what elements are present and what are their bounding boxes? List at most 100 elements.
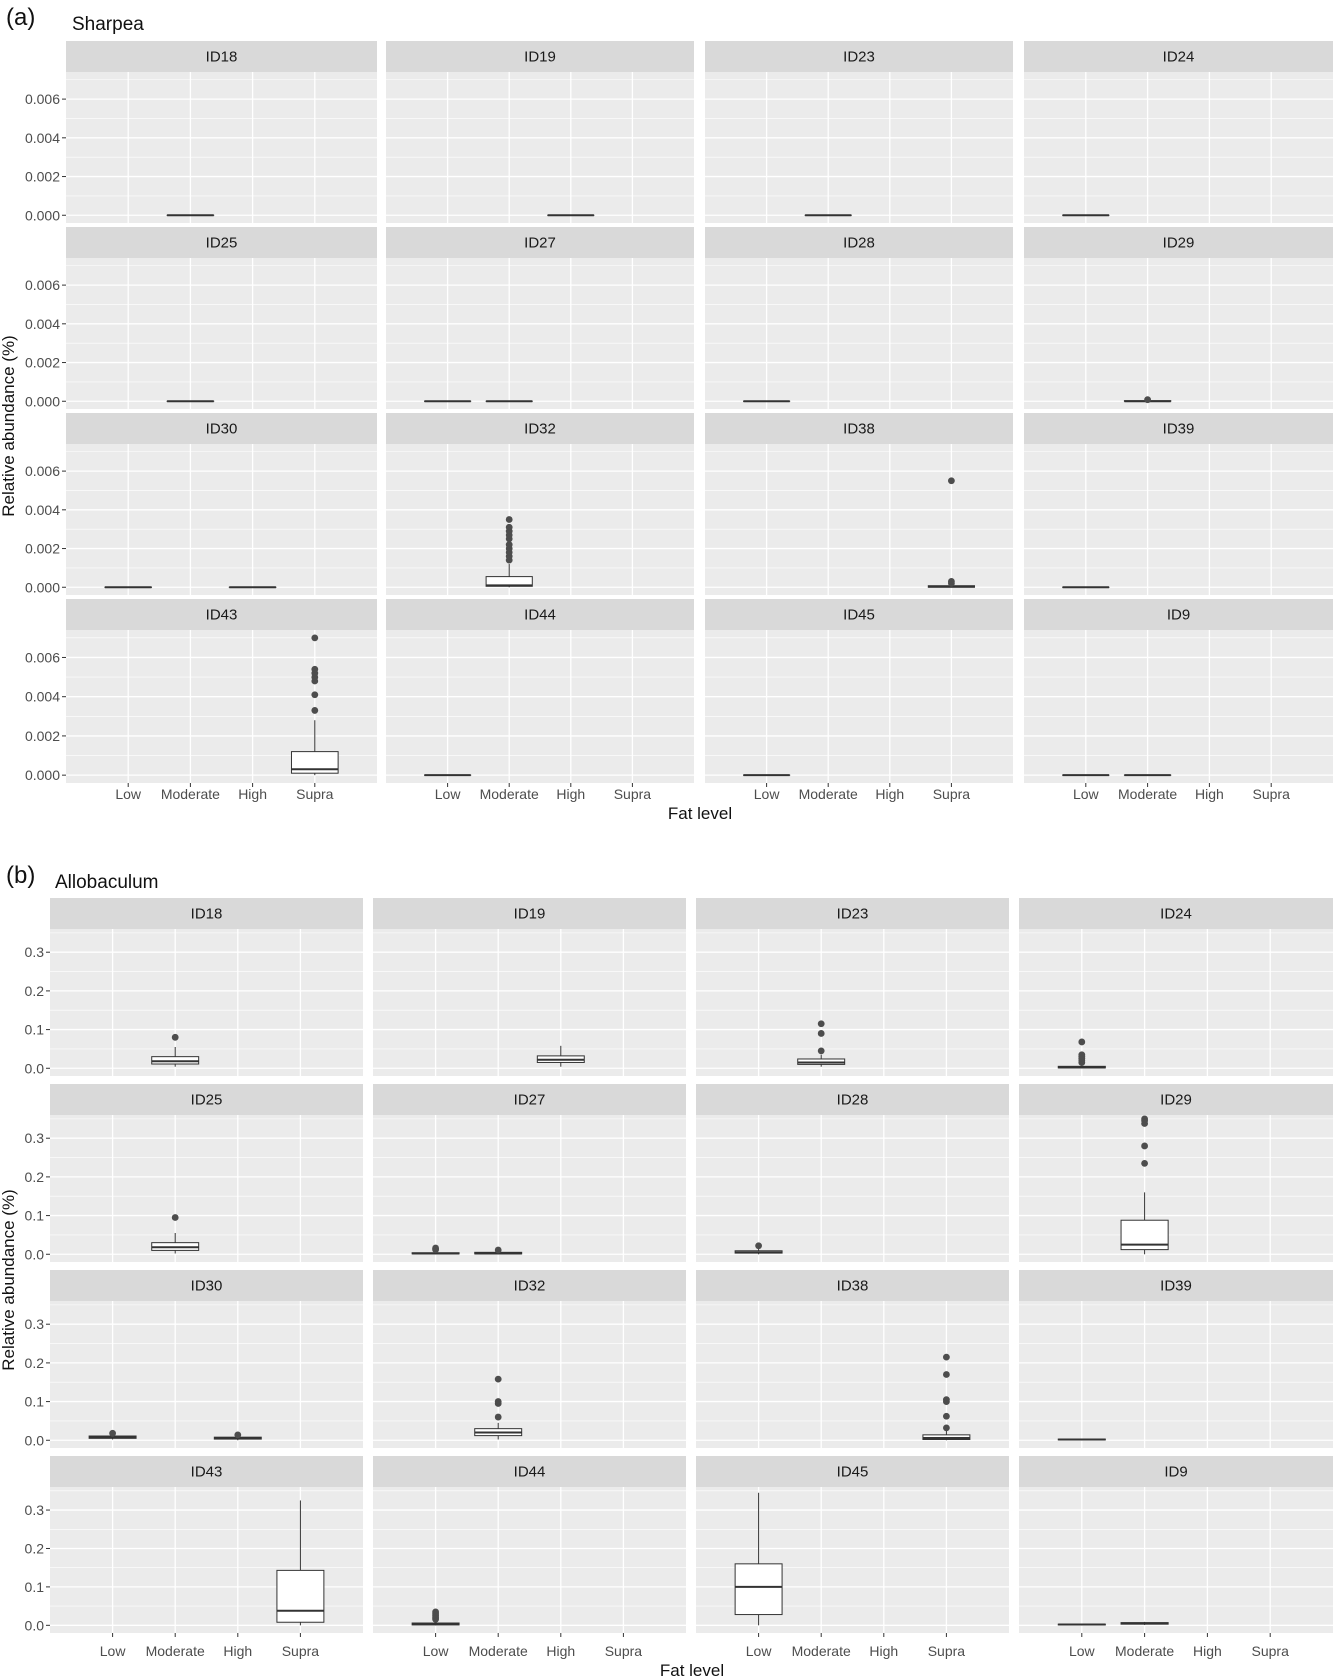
facet-ID25-b: ID25 0.0 0.1 0.2 0.3: [25, 1084, 363, 1262]
facet-panel: [696, 1115, 1009, 1262]
facet-strip-label: ID29: [1160, 1092, 1192, 1109]
outlier-point: [171, 1033, 179, 1041]
facet-ID39-a: ID39: [1024, 413, 1333, 595]
facet-ID38-a: ID38: [705, 413, 1013, 595]
facet-strip: [386, 413, 694, 444]
facet-strip: [373, 898, 686, 929]
facet-ID25-a: ID25 0.000 0.002 0.004 0.006: [25, 227, 377, 409]
facet-strip: [50, 1270, 363, 1301]
outlier-point: [171, 1214, 179, 1221]
facet-panel: [705, 72, 1013, 223]
facet-strip: [705, 41, 1013, 72]
facet-panel: [66, 444, 377, 595]
facet-strip: [1024, 599, 1333, 630]
outlier-point: [1141, 1159, 1148, 1167]
facet-strip-label: ID43: [191, 1464, 223, 1481]
facet-strip-label: ID30: [206, 421, 238, 438]
facet-ID44-a: ID44 Low Moderate High Supra: [386, 599, 694, 802]
y-tick-label: 0.1: [25, 1394, 45, 1410]
x-tick-label: High: [875, 786, 904, 802]
x-axis-title-a: Fat level: [668, 804, 732, 823]
x-tick-label: High: [1195, 786, 1224, 802]
facet-ID27-b: ID27: [373, 1084, 686, 1262]
facet-strip: [705, 227, 1013, 258]
outlier-point: [943, 1371, 950, 1378]
facet-strip: [373, 1270, 686, 1301]
facet-strip: [386, 599, 694, 630]
outlier-point: [494, 1413, 502, 1421]
y-tick-label: 0.0: [25, 1432, 45, 1448]
facet-strip-label: ID23: [837, 906, 869, 923]
facet-strip: [373, 1084, 686, 1115]
facet-strip-label: ID23: [843, 49, 875, 66]
facet-ID23-a: ID23: [705, 41, 1013, 223]
facet-ID30-a: ID30 0.000 0.002 0.004 0.006: [25, 413, 377, 595]
boxplot-moderate: [485, 516, 533, 588]
outlier-point: [311, 707, 319, 714]
facet-ID38-b: ID38: [696, 1270, 1009, 1448]
facet-strip-label: ID39: [1163, 421, 1195, 438]
outlier-point: [1144, 396, 1151, 404]
x-tick-label: Low: [115, 786, 142, 802]
facet-grid-b: ID18 0.0 0.1 0.2 0.3 ID19 ID23 ID24 ID25 0.0 0.1 0.…: [25, 898, 1333, 1659]
facet-strip: [50, 1084, 363, 1115]
outlier-point: [311, 691, 319, 699]
facet-strip-label: ID9: [1164, 1464, 1187, 1481]
boxplot-low: [1057, 1438, 1106, 1441]
facet-panel: [1019, 1301, 1333, 1448]
box: [734, 1563, 783, 1616]
outlier-point: [505, 541, 513, 549]
y-tick-label: 0.004: [25, 130, 60, 146]
facet-strip-label: ID43: [206, 607, 238, 624]
outlier-point: [948, 578, 955, 585]
outlier-point: [1078, 1051, 1086, 1059]
x-tick-label: Supra: [933, 786, 971, 802]
facet-strip: [66, 227, 377, 258]
x-tick-label: Low: [1069, 1643, 1096, 1659]
facet-strip: [1019, 1084, 1333, 1115]
facet-ID45-a: ID45 Low Moderate High Supra: [705, 599, 1013, 802]
facet-strip-label: ID18: [191, 906, 223, 923]
facet-strip-label: ID25: [191, 1092, 223, 1109]
facet-strip-label: ID28: [843, 235, 875, 252]
outlier-point: [494, 1246, 502, 1254]
facet-ID30-b: ID30 0.0 0.1 0.2 0.3: [25, 1270, 363, 1448]
boxplot-moderate: [1120, 1115, 1169, 1255]
outlier-point: [494, 1398, 502, 1405]
y-tick-label: 0.006: [25, 649, 60, 665]
facet-ID39-b: ID39: [1019, 1270, 1333, 1448]
y-tick-label: 0.002: [25, 728, 60, 744]
facet-panel: [696, 929, 1009, 1076]
facet-panel: [50, 929, 363, 1076]
boxplot-moderate: [151, 1033, 200, 1067]
facet-strip-label: ID24: [1163, 49, 1195, 66]
facet-ID28-b: ID28: [696, 1084, 1009, 1262]
facet-strip: [1024, 227, 1333, 258]
y-tick-label: 0.006: [25, 463, 60, 479]
facet-ID45-b: ID45 Low Moderate High Supra: [696, 1456, 1009, 1659]
boxplot-moderate: [1123, 396, 1172, 404]
facet-strip-label: ID18: [206, 49, 238, 66]
y-tick-label: 0.004: [25, 689, 60, 705]
boxplot-high: [536, 1045, 585, 1067]
facet-strip: [696, 898, 1009, 929]
x-tick-label: Low: [1073, 786, 1100, 802]
facet-grid-a: ID18 0.000 0.002 0.004 0.006 ID19 ID23 ID24 ID25…: [25, 41, 1333, 802]
facet-strip: [66, 599, 377, 630]
facet-panel: [1019, 1487, 1333, 1633]
facet-panel: [50, 1115, 363, 1262]
facet-strip-label: ID44: [524, 607, 556, 624]
facet-ID19-a: ID19: [386, 41, 694, 223]
y-tick-label: 0.000: [25, 579, 60, 595]
outlier-point: [311, 634, 319, 642]
y-tick-label: 0.004: [25, 502, 60, 518]
facet-ID29-a: ID29: [1024, 227, 1333, 409]
x-tick-label: Supra: [282, 1643, 320, 1659]
y-tick-label: 0.2: [25, 1540, 45, 1556]
facet-strip: [50, 1456, 363, 1487]
x-tick-label: High: [238, 786, 267, 802]
facet-panel: [1024, 444, 1333, 595]
facet-panel: [373, 1301, 686, 1448]
sharpea-chart: (a) Sharpea Relative abundance (%) Fat l…: [0, 4, 1333, 823]
